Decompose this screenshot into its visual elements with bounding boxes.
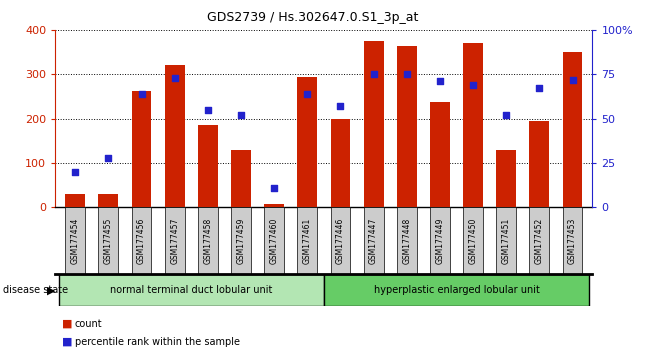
Point	[567, 77, 577, 82]
Bar	[463, 207, 483, 274]
Bar	[364, 207, 383, 274]
Bar	[298, 207, 317, 274]
Bar	[430, 102, 450, 207]
Text: GSM177460: GSM177460	[270, 217, 279, 264]
Text: GSM177456: GSM177456	[137, 217, 146, 264]
Bar	[529, 121, 549, 207]
Text: GDS2739 / Hs.302647.0.S1_3p_at: GDS2739 / Hs.302647.0.S1_3p_at	[207, 11, 418, 24]
Bar	[331, 207, 350, 274]
Bar	[165, 207, 185, 274]
Bar	[59, 274, 324, 306]
Point	[202, 107, 213, 113]
Bar	[324, 274, 589, 306]
Bar	[264, 207, 284, 274]
Bar	[397, 207, 417, 274]
Point	[103, 155, 113, 160]
Bar	[98, 194, 118, 207]
Point	[236, 112, 246, 118]
Text: ■: ■	[62, 337, 72, 347]
Bar	[496, 150, 516, 207]
Bar	[397, 46, 417, 207]
Text: GSM177451: GSM177451	[502, 218, 511, 264]
Bar	[198, 207, 218, 274]
Bar	[364, 41, 383, 207]
Bar	[562, 52, 583, 207]
Bar	[165, 65, 185, 207]
Bar	[198, 125, 218, 207]
Text: GSM177458: GSM177458	[203, 218, 212, 264]
Text: GSM177447: GSM177447	[369, 217, 378, 264]
Bar	[132, 91, 152, 207]
Text: GSM177448: GSM177448	[402, 218, 411, 264]
Text: GSM177459: GSM177459	[236, 217, 245, 264]
Text: GSM177454: GSM177454	[71, 217, 79, 264]
Bar	[65, 194, 85, 207]
Text: disease state: disease state	[3, 285, 68, 295]
Text: hyperplastic enlarged lobular unit: hyperplastic enlarged lobular unit	[374, 285, 540, 295]
Point	[534, 86, 545, 91]
Point	[368, 72, 379, 77]
Bar	[231, 150, 251, 207]
Text: count: count	[75, 319, 102, 329]
Point	[468, 82, 478, 88]
Bar	[430, 207, 450, 274]
Text: GSM177452: GSM177452	[535, 218, 544, 264]
Text: GSM177446: GSM177446	[336, 217, 345, 264]
Point	[335, 103, 346, 109]
Point	[169, 75, 180, 81]
Point	[269, 185, 279, 190]
Text: normal terminal duct lobular unit: normal terminal duct lobular unit	[110, 285, 273, 295]
Text: ▶: ▶	[46, 285, 55, 295]
Bar	[529, 207, 549, 274]
Bar	[65, 207, 85, 274]
Point	[435, 79, 445, 84]
Bar	[132, 207, 152, 274]
Text: ■: ■	[62, 319, 72, 329]
Bar	[231, 207, 251, 274]
Bar	[496, 207, 516, 274]
Text: GSM177450: GSM177450	[469, 217, 478, 264]
Bar	[562, 207, 583, 274]
Text: GSM177455: GSM177455	[104, 217, 113, 264]
Point	[70, 169, 81, 175]
Text: GSM177449: GSM177449	[436, 217, 445, 264]
Point	[402, 72, 412, 77]
Text: GSM177453: GSM177453	[568, 217, 577, 264]
Bar	[98, 207, 118, 274]
Text: GSM177461: GSM177461	[303, 218, 312, 264]
Point	[136, 91, 146, 97]
Text: GSM177457: GSM177457	[170, 217, 179, 264]
Bar	[331, 119, 350, 207]
Text: percentile rank within the sample: percentile rank within the sample	[75, 337, 240, 347]
Bar	[298, 78, 317, 207]
Point	[302, 91, 312, 97]
Bar	[463, 44, 483, 207]
Bar	[264, 204, 284, 207]
Point	[501, 112, 512, 118]
